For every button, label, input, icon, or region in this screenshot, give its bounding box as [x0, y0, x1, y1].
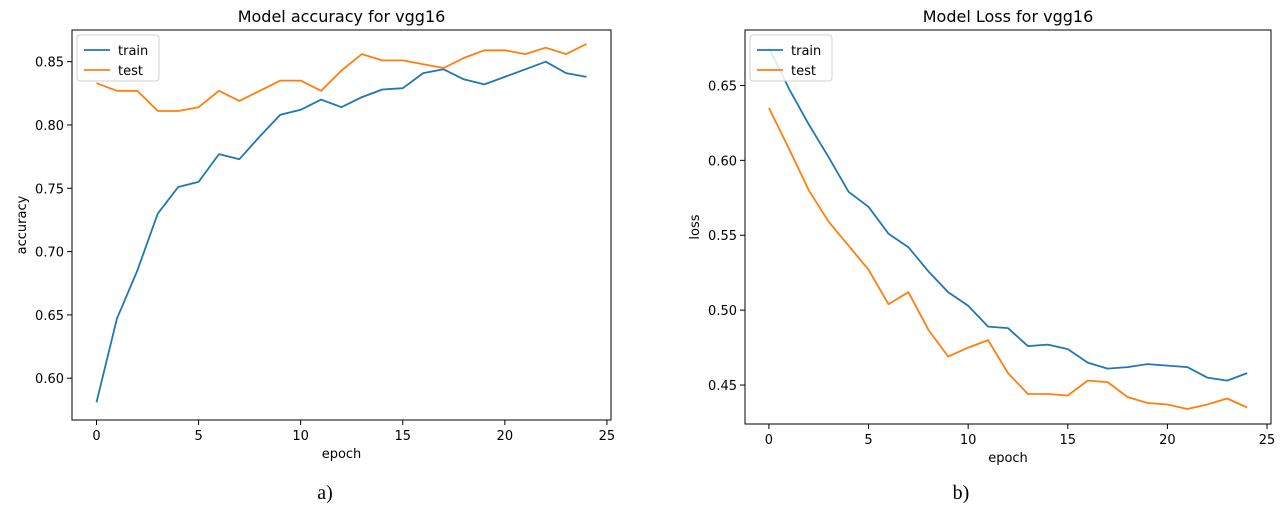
y-tick-label: 0.60: [708, 154, 737, 169]
legend-label-test: test: [791, 64, 816, 79]
x-tick-label: 15: [394, 429, 411, 444]
loss-chart-panel: Model Loss for vgg16 0 5 10 15 20 25 0.45 0.50 0.…: [641, 0, 1282, 509]
y-tick-label: 0.45: [708, 379, 737, 394]
y-tick-label: 0.70: [35, 246, 64, 261]
x-tick-label: 20: [497, 429, 514, 444]
x-tick-label: 25: [1259, 433, 1276, 448]
y-axis-label: loss: [688, 214, 703, 239]
caption-a: a): [317, 482, 333, 504]
x-axis-label: epoch: [322, 447, 362, 462]
series-line-train: [768, 47, 1248, 382]
x-tick-label: 25: [599, 429, 616, 444]
legend-label-train: train: [118, 44, 148, 59]
y-tick-label: 0.60: [35, 372, 64, 387]
x-axis-label: epoch: [988, 451, 1028, 466]
series-line-test: [96, 43, 587, 112]
x-tick-label: 15: [1059, 433, 1076, 448]
x-tick-label: 10: [960, 433, 977, 448]
legend-label-test: test: [118, 64, 143, 79]
plot-frame: [744, 29, 1272, 425]
series-line-test: [768, 107, 1248, 410]
y-tick-label: 0.65: [35, 309, 64, 324]
y-tick-label: 0.65: [708, 79, 737, 94]
y-tick-label: 0.85: [35, 56, 64, 71]
loss-chart: Model Loss for vgg16 0 5 10 15 20 25 0.45 0.50 0.…: [688, 7, 1276, 466]
caption-b: b): [952, 482, 970, 504]
y-tick-label: 0.75: [35, 182, 64, 197]
x-tick-label: 5: [864, 433, 872, 448]
legend: train test: [749, 34, 833, 82]
y-tick-label: 0.50: [708, 304, 737, 319]
accuracy-chart: Model accuracy for vgg16 0 5 10 15 20 25 0.60 0.…: [15, 7, 616, 462]
x-tick-label: 0: [765, 433, 773, 448]
x-tick-label: 5: [194, 429, 202, 444]
legend-label-train: train: [791, 44, 821, 59]
x-tick-label: 10: [292, 429, 309, 444]
accuracy-chart-panel: Model accuracy for vgg16 0 5 10 15 20 25 0.60 0.…: [15, 7, 616, 504]
y-tick-label: 0.80: [35, 119, 64, 134]
x-tick-label: 0: [92, 429, 100, 444]
x-tick-label: 20: [1159, 433, 1176, 448]
y-axis-label: accuracy: [15, 195, 30, 254]
series-line-train: [95, 60, 587, 403]
legend: train test: [76, 34, 160, 82]
chart-title: Model Loss for vgg16: [923, 7, 1094, 26]
plot-frame: [71, 29, 612, 421]
y-tick-label: 0.55: [708, 229, 737, 244]
chart-title: Model accuracy for vgg16: [238, 7, 446, 26]
